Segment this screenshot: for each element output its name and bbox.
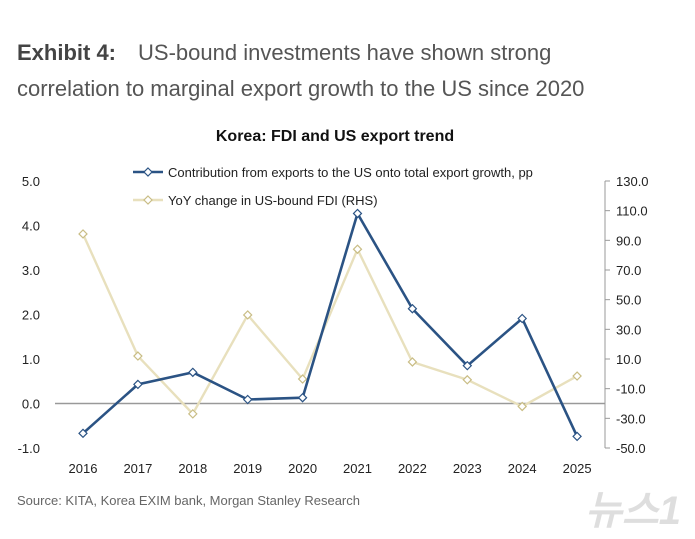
chart-title: Korea: FDI and US export trend xyxy=(216,128,454,145)
left-tick-label: 4.0 xyxy=(22,219,40,234)
x-tick-label: 2023 xyxy=(453,461,482,476)
data-point-fdi-yoy xyxy=(187,409,198,419)
legend-label: Contribution from exports to the US onto… xyxy=(168,165,533,180)
right-tick-label: 70.0 xyxy=(616,263,641,278)
data-point-us-export-contribution xyxy=(462,360,473,371)
x-tick-label: 2021 xyxy=(343,461,372,476)
right-tick-label: 10.0 xyxy=(616,352,641,367)
exhibit-title-line2: correlation to marginal export growth to… xyxy=(17,76,585,101)
right-tick-label: -30.0 xyxy=(616,411,646,426)
data-point-us-export-contribution xyxy=(133,379,143,390)
data-point-us-export-contribution xyxy=(572,431,582,442)
data-point-us-export-contribution xyxy=(78,428,88,439)
right-tick-label: 90.0 xyxy=(616,233,641,248)
x-tick-label: 2017 xyxy=(123,461,152,476)
series-line-us-export-contribution xyxy=(82,210,579,437)
left-tick-label: 1.0 xyxy=(22,352,40,367)
series-line-fdi-yoy xyxy=(81,233,578,416)
data-point-fdi-yoy xyxy=(572,371,582,381)
watermark-logo: 뉴스1 xyxy=(585,489,681,533)
legend-label: YoY change in US-bound FDI (RHS) xyxy=(168,193,378,208)
data-point-us-export-contribution xyxy=(352,208,363,219)
right-tick-label: 130.0 xyxy=(616,174,649,189)
data-point-fdi-yoy xyxy=(133,351,143,361)
data-point-us-export-contribution xyxy=(517,313,528,324)
x-tick-label: 2018 xyxy=(178,461,207,476)
x-tick-label: 2025 xyxy=(563,461,592,476)
left-tick-label: 0.0 xyxy=(22,397,40,412)
data-point-fdi-yoy xyxy=(78,229,88,239)
left-tick-label: 5.0 xyxy=(22,174,40,189)
x-tick-label: 2022 xyxy=(398,461,427,476)
x-tick-label: 2020 xyxy=(288,461,317,476)
data-point-fdi-yoy xyxy=(242,310,253,320)
data-point-fdi-yoy xyxy=(297,374,308,384)
x-tick-label: 2016 xyxy=(69,461,98,476)
exhibit-title-line1: Exhibit 4: US-bound investments have show… xyxy=(17,40,551,66)
right-tick-label: -10.0 xyxy=(616,382,646,397)
data-point-fdi-yoy xyxy=(407,357,418,367)
left-tick-label: 3.0 xyxy=(22,263,40,278)
source-note: Source: KITA, Korea EXIM bank, Morgan St… xyxy=(17,493,360,508)
exhibit-title-text: US-bound investments have shown strong xyxy=(138,40,552,65)
left-tick-label: -1.0 xyxy=(18,441,40,456)
data-point-fdi-yoy xyxy=(517,401,528,412)
right-tick-label: 110.0 xyxy=(616,204,648,219)
right-tick-label: 30.0 xyxy=(616,322,641,337)
data-point-fdi-yoy xyxy=(352,244,363,255)
data-point-fdi-yoy xyxy=(462,374,473,385)
legend-marker xyxy=(143,195,153,205)
data-point-us-export-contribution xyxy=(187,367,198,378)
left-tick-label: 2.0 xyxy=(22,308,40,323)
data-point-us-export-contribution xyxy=(407,303,418,314)
right-tick-label: -50.0 xyxy=(616,441,646,456)
data-point-us-export-contribution xyxy=(242,394,253,405)
exhibit-label: Exhibit 4: xyxy=(17,40,117,65)
right-tick-label: 50.0 xyxy=(616,293,641,308)
data-point-us-export-contribution xyxy=(297,392,308,403)
x-tick-label: 2024 xyxy=(508,461,537,476)
x-tick-label: 2019 xyxy=(233,461,262,476)
legend-marker xyxy=(143,167,153,177)
